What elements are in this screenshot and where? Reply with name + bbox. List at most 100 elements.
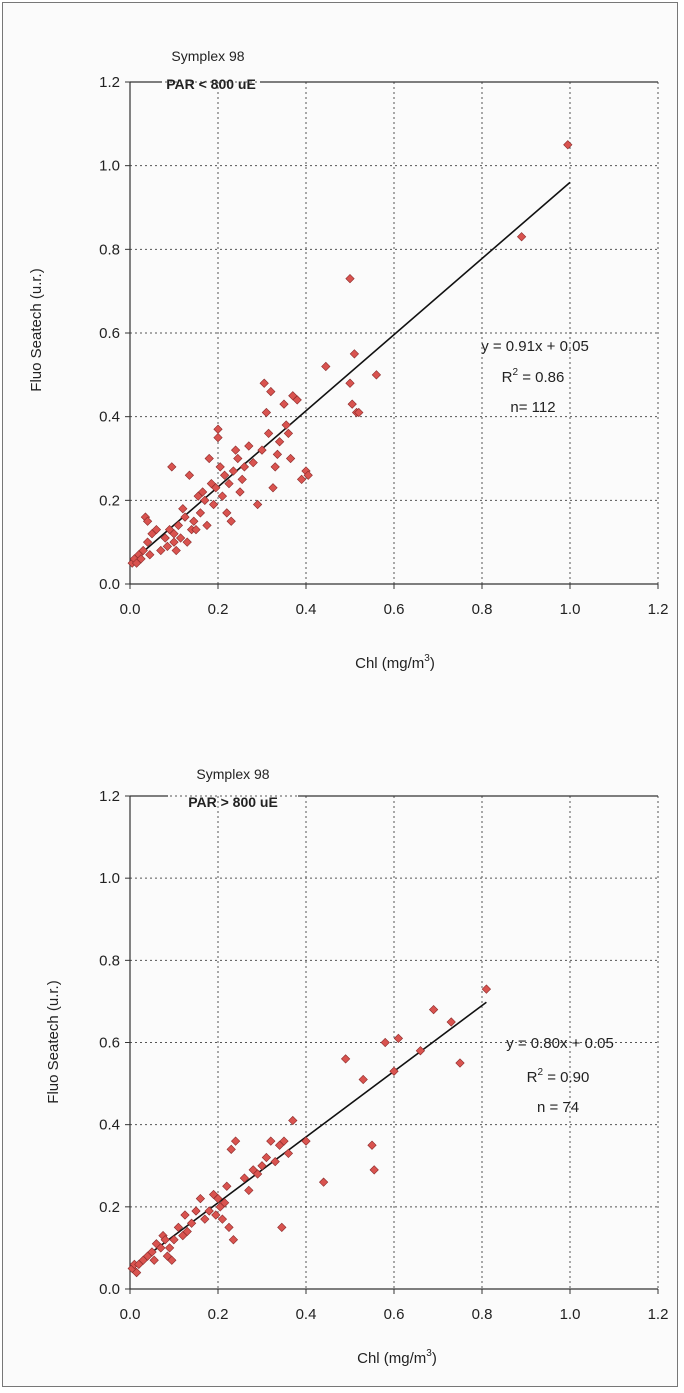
x-tick-label: 0.6: [384, 601, 405, 618]
data-point: [182, 537, 192, 547]
y-tick-label: 1.0: [99, 158, 120, 175]
data-point: [149, 1255, 159, 1265]
data-point: [303, 470, 313, 480]
x-tick-label: 0.2: [208, 1306, 229, 1323]
chart-1-r-squared: R2 = 0.86: [502, 367, 565, 386]
data-point: [145, 550, 155, 560]
x-tick-label: 1.2: [648, 1306, 669, 1323]
chart-2-r-squared: R2 = 0.90: [527, 1067, 590, 1086]
data-point: [230, 445, 241, 455]
x-tick-label: 1.2: [648, 601, 669, 618]
data-point: [233, 453, 243, 464]
data-point: [393, 1033, 404, 1044]
data-point: [358, 1074, 368, 1085]
data-point: [296, 474, 307, 485]
data-point: [200, 1214, 210, 1224]
data-point: [224, 478, 234, 489]
x-tick-label: 0.8: [472, 1306, 493, 1323]
data-point: [173, 1222, 184, 1232]
chart-2-regression-line: [129, 1001, 487, 1270]
data-point: [263, 428, 274, 439]
data-point: [191, 524, 201, 535]
data-point: [270, 1157, 280, 1167]
data-point: [371, 370, 382, 380]
chart-2-grid: [130, 795, 659, 1289]
data-point: [142, 537, 153, 547]
data-point: [211, 483, 221, 493]
data-point: [213, 1193, 223, 1204]
chart-1-n-count: n= 112: [510, 399, 555, 416]
data-point: [259, 378, 269, 388]
data-point: [261, 1152, 272, 1163]
data-point: [151, 524, 162, 535]
data-point: [222, 508, 232, 518]
data-point: [321, 361, 331, 372]
data-point: [446, 1017, 456, 1027]
data-point: [131, 1267, 142, 1278]
data-point: [237, 474, 247, 485]
data-point: [261, 407, 272, 418]
chart-2-y-axis-label: Fluo Seatech (u.r.): [45, 980, 62, 1103]
chart-2-x-axis-label: Chl (mg/m3): [357, 1348, 437, 1367]
data-point: [281, 420, 291, 430]
data-point: [272, 449, 283, 459]
data-point: [204, 1206, 214, 1216]
y-tick-label: 0.4: [99, 409, 120, 426]
data-point: [195, 1193, 206, 1204]
data-point: [213, 432, 223, 443]
data-point: [202, 520, 212, 531]
data-point: [563, 140, 573, 150]
chart-1-y-axis-label: Fluo Seatech (u.r.): [28, 268, 45, 391]
x-tick-label: 1.0: [560, 1306, 581, 1323]
data-point: [349, 349, 360, 359]
data-point: [266, 1136, 276, 1146]
data-point: [228, 1235, 239, 1245]
data-point: [274, 437, 285, 447]
y-tick-label: 0.6: [99, 1035, 120, 1052]
data-point: [415, 1046, 426, 1056]
data-point: [367, 1140, 377, 1150]
y-tick-label: 0.0: [99, 1281, 120, 1298]
data-point: [224, 1222, 234, 1232]
data-point: [285, 453, 296, 464]
data-point: [182, 1226, 192, 1237]
data-point: [219, 470, 230, 480]
data-point: [239, 1173, 250, 1183]
data-point: [138, 545, 148, 556]
data-point: [301, 1136, 311, 1146]
data-point: [162, 541, 173, 551]
y-tick-label: 0.2: [99, 492, 120, 509]
data-point: [318, 1177, 329, 1187]
data-point: [244, 441, 254, 451]
y-tick-label: 0.8: [99, 241, 120, 258]
data-point: [147, 1247, 157, 1257]
data-point: [142, 516, 153, 526]
y-tick-label: 1.2: [99, 788, 120, 805]
x-tick-label: 1.0: [560, 601, 581, 618]
x-tick-label: 0.4: [296, 601, 317, 618]
data-point: [136, 554, 146, 564]
data-point: [252, 1169, 263, 1179]
chart-2-title: Symplex 98: [196, 766, 269, 782]
data-point: [279, 1136, 289, 1146]
data-point: [204, 453, 214, 464]
data-point: [340, 1054, 351, 1064]
data-point: [239, 462, 250, 472]
chart-1-x-axis-label: Chl (mg/m3): [355, 653, 435, 672]
data-point: [160, 1235, 170, 1245]
data-point: [219, 1198, 230, 1208]
data-point: [270, 462, 280, 472]
data-point: [173, 520, 184, 531]
data-point: [235, 487, 245, 497]
data-point: [481, 984, 492, 994]
data-point: [283, 1148, 294, 1159]
data-point: [244, 1185, 254, 1196]
chart-2: Symplex 98 PAR > 800 uE Chl (mg/m3) Fluo…: [45, 766, 614, 1367]
y-tick-label: 1.0: [99, 870, 120, 887]
data-point: [389, 1066, 399, 1076]
data-point: [226, 516, 236, 526]
y-tick-label: 0.2: [99, 1199, 120, 1216]
data-point: [228, 466, 239, 476]
data-point: [180, 512, 190, 522]
